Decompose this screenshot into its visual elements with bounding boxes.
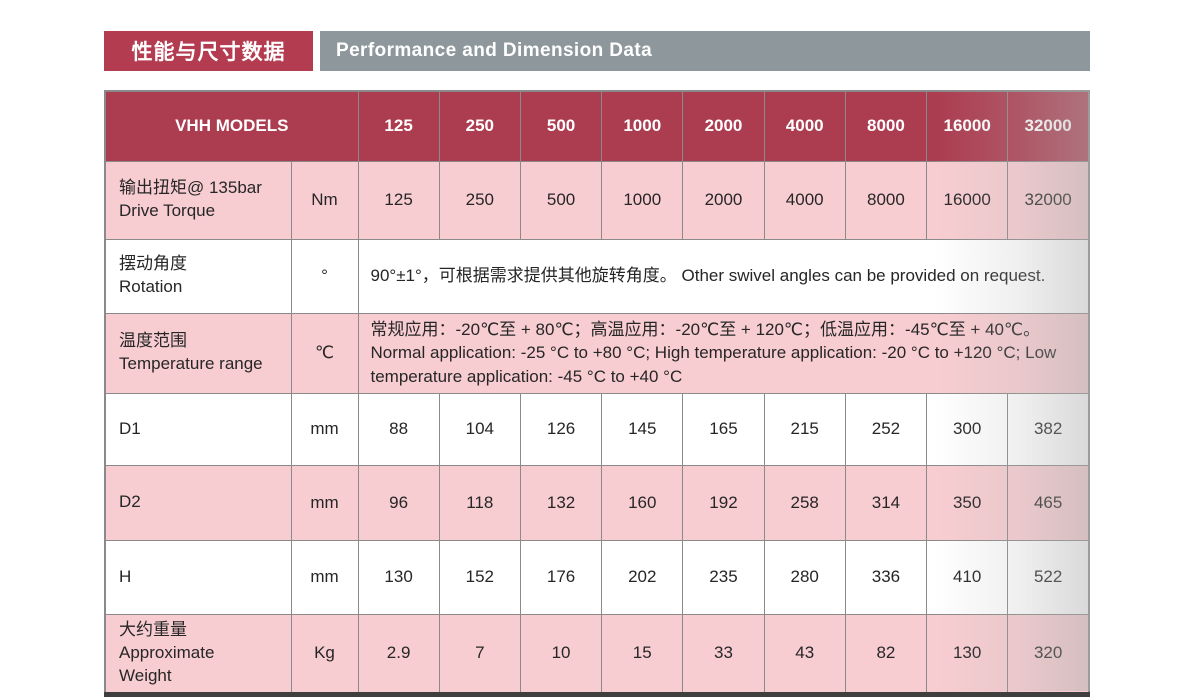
- row-label: 摆动角度 Rotation: [104, 238, 292, 314]
- model-column-header: 250: [438, 90, 521, 162]
- table-cell: 314: [844, 464, 928, 541]
- model-column-header: 1000: [601, 90, 684, 162]
- model-column-header: 125: [357, 90, 440, 162]
- table-cell: 350: [926, 464, 1009, 541]
- table-cell: 2000: [682, 160, 765, 240]
- table-cell: 258: [763, 464, 846, 541]
- performance-dimension-table: VHH MODELS 125 250 500 1000 2000 4000 80…: [104, 90, 1090, 697]
- table-cell: 2.9: [357, 613, 440, 695]
- table-row-drive-torque: 输出扭矩@ 135bar Drive Torque Nm 125 250 500…: [104, 160, 1090, 240]
- section-title-english: Performance and Dimension Data: [320, 31, 1090, 71]
- model-column-header: 16000: [926, 90, 1009, 162]
- table-row-rotation: 摆动角度 Rotation ° 90°±1°，可根据需求提供其他旋转角度。 Ot…: [104, 238, 1090, 314]
- row-unit: mm: [290, 392, 359, 466]
- table-cell: 280: [763, 539, 846, 615]
- table-row-approximate-weight: 大约重量 Approximate Weight Kg 2.9 7 10 15 3…: [104, 613, 1090, 695]
- table-cell: 1000: [601, 160, 684, 240]
- table-cell: 320: [1007, 613, 1090, 695]
- model-column-header: 500: [519, 90, 603, 162]
- table-row-d1: D1 mm 88 104 126 145 165 215 252 300 382: [104, 392, 1090, 466]
- table-cell: 7: [438, 613, 521, 695]
- table-cell: 250: [438, 160, 521, 240]
- table-row-h: H mm 130 152 176 202 235 280 336 410 522: [104, 539, 1090, 615]
- temperature-note: 常规应用：-20℃至 + 80℃；高温应用：-20℃至 + 120℃；低温应用：…: [357, 312, 1090, 394]
- table-cell: 215: [763, 392, 846, 466]
- model-column-header: 32000: [1007, 90, 1090, 162]
- row-label: D2: [104, 464, 292, 541]
- table-cell: 465: [1007, 464, 1090, 541]
- table-cell: 10: [519, 613, 603, 695]
- row-label-zh: 大约重量: [119, 619, 187, 639]
- table-cell: 165: [682, 392, 765, 466]
- row-label: D1: [104, 392, 292, 466]
- row-unit: mm: [290, 464, 359, 541]
- row-label-zh: 摆动角度: [119, 254, 187, 274]
- table-cell: 32000: [1007, 160, 1090, 240]
- row-label-zh: 温度范围: [119, 331, 187, 351]
- rotation-note: 90°±1°，可根据需求提供其他旋转角度。 Other swivel angle…: [357, 238, 1090, 314]
- table-cell: 202: [601, 539, 684, 615]
- row-label-en: Drive Torque: [119, 201, 216, 220]
- table-cell: 4000: [763, 160, 846, 240]
- row-unit: °: [290, 238, 359, 314]
- table-cell: 235: [682, 539, 765, 615]
- table-cell: 192: [682, 464, 765, 541]
- temperature-note-zh: 常规应用：-20℃至 + 80℃；高温应用：-20℃至 + 120℃；低温应用：…: [370, 319, 1041, 339]
- table-cell: 8000: [844, 160, 928, 240]
- table-cell: 130: [357, 539, 440, 615]
- row-unit: ℃: [290, 312, 359, 394]
- table-cell: 126: [519, 392, 603, 466]
- row-label-en: Approximate Weight: [119, 642, 215, 685]
- table-cell: 522: [1007, 539, 1090, 615]
- row-unit: Kg: [290, 613, 359, 695]
- row-label: 温度范围 Temperature range: [104, 312, 292, 394]
- row-label: 大约重量 Approximate Weight: [104, 613, 292, 695]
- model-column-header: 4000: [763, 90, 846, 162]
- table-cell: 132: [519, 464, 603, 541]
- models-header-cell: VHH MODELS: [104, 90, 359, 162]
- row-label: H: [104, 539, 292, 615]
- table-cell: 16000: [926, 160, 1009, 240]
- section-title-chinese: 性能与尺寸数据: [104, 31, 313, 71]
- table-cell: 145: [601, 392, 684, 466]
- table-cell: 33: [682, 613, 765, 695]
- table-cell: 118: [438, 464, 521, 541]
- table-cell: 160: [601, 464, 684, 541]
- table-cell: 252: [844, 392, 928, 466]
- table-cell: 152: [438, 539, 521, 615]
- table-cell: 88: [357, 392, 440, 466]
- table-header-row: VHH MODELS 125 250 500 1000 2000 4000 80…: [104, 90, 1090, 162]
- row-unit: mm: [290, 539, 359, 615]
- table-cell: 82: [844, 613, 928, 695]
- row-label: 输出扭矩@ 135bar Drive Torque: [104, 160, 292, 240]
- table-cell: 176: [519, 539, 603, 615]
- table-cell: 130: [926, 613, 1009, 695]
- table-row-temperature-range: 温度范围 Temperature range ℃ 常规应用：-20℃至 + 80…: [104, 312, 1090, 394]
- table-cell: 410: [926, 539, 1009, 615]
- table-row-d2: D2 mm 96 118 132 160 192 258 314 350 465: [104, 464, 1090, 541]
- table-cell: 96: [357, 464, 440, 541]
- table-cell: 15: [601, 613, 684, 695]
- row-label-en: Temperature range: [119, 354, 263, 374]
- model-column-header: 8000: [844, 90, 928, 162]
- model-column-header: 2000: [682, 90, 765, 162]
- row-label-zh: 输出扭矩@ 135bar: [119, 178, 262, 198]
- table-cell: 43: [763, 613, 846, 695]
- temperature-note-en: Normal application: -25 °C to +80 °C; Hi…: [370, 343, 1057, 387]
- table-cell: 104: [438, 392, 521, 466]
- table-cell: 300: [926, 392, 1009, 466]
- table-cell: 125: [357, 160, 440, 240]
- table-cell: 500: [519, 160, 603, 240]
- table-cell: 382: [1007, 392, 1090, 466]
- row-label-en: Rotation: [119, 277, 183, 296]
- table-cell: 336: [844, 539, 928, 615]
- row-unit: Nm: [290, 160, 359, 240]
